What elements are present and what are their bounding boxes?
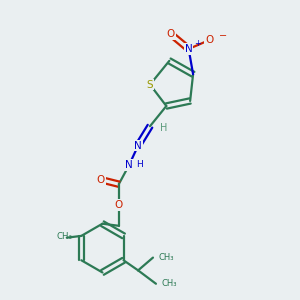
- Text: O: O: [115, 200, 123, 210]
- Text: N: N: [185, 44, 193, 54]
- Text: CH₃: CH₃: [158, 253, 174, 262]
- Text: S: S: [147, 80, 153, 90]
- Text: H: H: [160, 123, 167, 133]
- Text: O: O: [205, 35, 214, 45]
- Text: +: +: [194, 39, 201, 48]
- Text: N: N: [125, 160, 133, 170]
- Text: O: O: [97, 175, 105, 185]
- Text: O: O: [167, 29, 175, 39]
- Text: H: H: [136, 160, 143, 169]
- Text: CH₃: CH₃: [56, 232, 72, 241]
- Text: N: N: [134, 140, 142, 151]
- Text: CH₃: CH₃: [161, 279, 177, 288]
- Text: −: −: [219, 31, 227, 40]
